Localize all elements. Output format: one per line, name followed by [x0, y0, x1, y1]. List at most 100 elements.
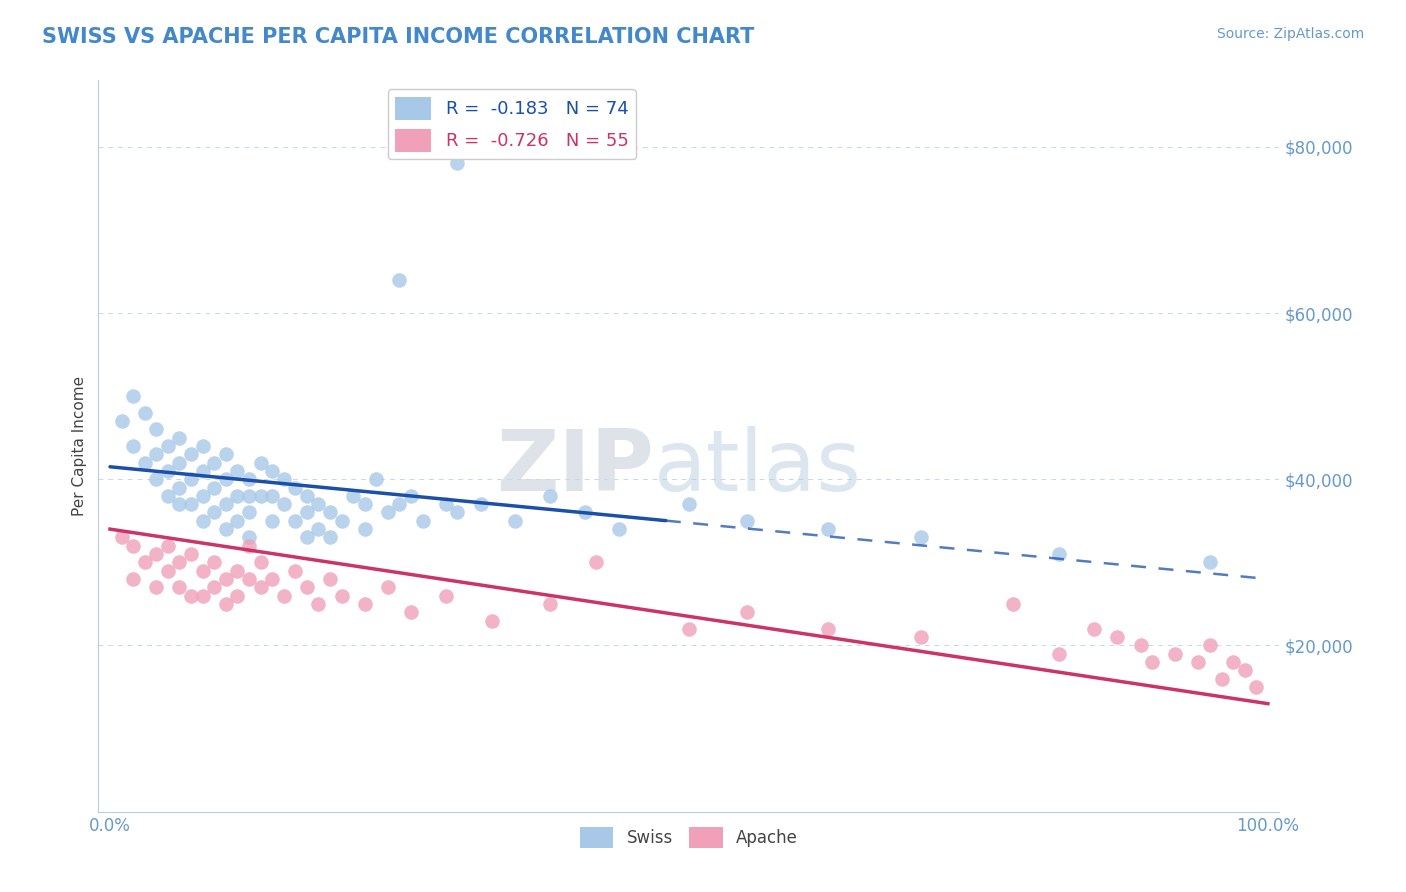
Point — [377, 506, 399, 520]
Point — [388, 273, 411, 287]
Point — [1199, 639, 1222, 653]
Point — [191, 464, 214, 478]
Point — [134, 555, 156, 569]
Point — [319, 506, 342, 520]
Point — [330, 589, 353, 603]
Point — [249, 580, 271, 594]
Point — [156, 539, 179, 553]
Point — [226, 564, 249, 578]
Point — [191, 514, 214, 528]
Point — [202, 580, 225, 594]
Point — [238, 530, 260, 544]
Point — [110, 414, 132, 428]
Point — [377, 580, 399, 594]
Point — [134, 456, 156, 470]
Point — [122, 439, 145, 453]
Point — [226, 589, 249, 603]
Point — [215, 522, 238, 536]
Point — [122, 572, 145, 586]
Point — [191, 489, 214, 503]
Point — [609, 522, 631, 536]
Point — [399, 605, 422, 619]
Point — [1199, 555, 1222, 569]
Point — [538, 597, 561, 611]
Point — [307, 597, 329, 611]
Point — [678, 622, 700, 636]
Point — [145, 547, 167, 561]
Point — [262, 514, 284, 528]
Point — [330, 514, 353, 528]
Point — [202, 506, 225, 520]
Point — [145, 422, 167, 436]
Point — [434, 497, 457, 511]
Point — [156, 464, 179, 478]
Point — [1002, 597, 1025, 611]
Point — [295, 580, 318, 594]
Point — [156, 564, 179, 578]
Point — [180, 472, 202, 486]
Y-axis label: Per Capita Income: Per Capita Income — [72, 376, 87, 516]
Point — [446, 506, 468, 520]
Point — [262, 489, 284, 503]
Point — [169, 555, 191, 569]
Point — [1211, 672, 1233, 686]
Point — [191, 439, 214, 453]
Text: atlas: atlas — [654, 426, 862, 509]
Point — [238, 489, 260, 503]
Point — [249, 489, 271, 503]
Point — [1164, 647, 1187, 661]
Point — [262, 572, 284, 586]
Point — [284, 514, 307, 528]
Point — [817, 522, 839, 536]
Point — [215, 447, 238, 461]
Point — [319, 572, 342, 586]
Point — [169, 580, 191, 594]
Point — [273, 589, 295, 603]
Legend: Swiss, Apache: Swiss, Apache — [574, 820, 804, 855]
Text: SWISS VS APACHE PER CAPITA INCOME CORRELATION CHART: SWISS VS APACHE PER CAPITA INCOME CORREL… — [42, 27, 755, 46]
Point — [446, 156, 468, 170]
Point — [503, 514, 526, 528]
Point — [249, 456, 271, 470]
Point — [169, 431, 191, 445]
Point — [295, 530, 318, 544]
Point — [1049, 647, 1071, 661]
Point — [156, 489, 179, 503]
Point — [585, 555, 607, 569]
Point — [156, 439, 179, 453]
Text: Source: ZipAtlas.com: Source: ZipAtlas.com — [1216, 27, 1364, 41]
Point — [238, 539, 260, 553]
Point — [470, 497, 492, 511]
Point — [145, 472, 167, 486]
Point — [169, 481, 191, 495]
Point — [134, 406, 156, 420]
Point — [215, 572, 238, 586]
Point — [215, 497, 238, 511]
Point — [1107, 630, 1129, 644]
Point — [574, 506, 596, 520]
Point — [145, 580, 167, 594]
Point — [817, 622, 839, 636]
Point — [1049, 547, 1071, 561]
Point — [735, 605, 758, 619]
Point — [284, 481, 307, 495]
Point — [538, 489, 561, 503]
Point — [319, 530, 342, 544]
Point — [434, 589, 457, 603]
Point — [238, 572, 260, 586]
Point — [307, 497, 329, 511]
Point — [122, 389, 145, 403]
Point — [180, 497, 202, 511]
Point — [910, 630, 932, 644]
Point — [122, 539, 145, 553]
Point — [295, 506, 318, 520]
Point — [238, 472, 260, 486]
Point — [307, 522, 329, 536]
Point — [180, 589, 202, 603]
Point — [273, 472, 295, 486]
Point — [1187, 655, 1209, 669]
Point — [249, 555, 271, 569]
Point — [353, 522, 375, 536]
Point — [191, 564, 214, 578]
Point — [215, 597, 238, 611]
